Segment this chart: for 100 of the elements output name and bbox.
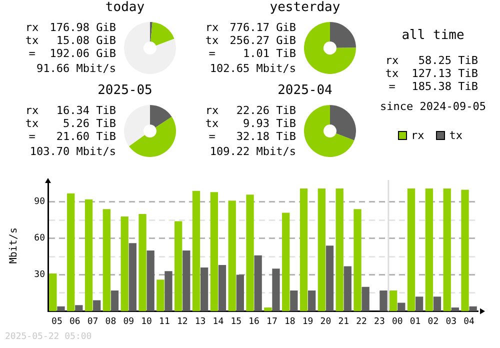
bar [318,188,326,312]
text: 102.65 Mbit/s [208,62,296,76]
x-tick-label: 13 [194,316,206,327]
legend-label: rx [411,129,424,142]
x-tick-label: 08 [105,316,116,327]
bar [264,308,272,312]
text: 109.22 Mbit/s [208,145,296,159]
legend-label: tx [449,129,462,142]
bar [92,300,101,312]
text: = 1.01 TiB [208,47,296,60]
bar [469,306,477,312]
x-tick-label: 01 [410,316,421,327]
x-tick-label: 02 [428,316,439,327]
bar [156,280,164,312]
bar [67,193,75,312]
y-tick-label: 30 [34,270,45,280]
bar [254,255,262,312]
text: tx 256.27 GiB [204,34,296,47]
bar [49,274,57,312]
bar [282,212,290,312]
text: tx 9.93 TiB [205,117,296,130]
text: all time [400,28,466,45]
bar [433,296,442,312]
bar [174,221,182,312]
x-tick-label: 10 [141,316,152,327]
bar [443,188,451,312]
x-tick-label: 17 [266,316,278,327]
text: rx 176.98 GiB [24,21,116,34]
bar [272,268,280,312]
bar [362,286,370,312]
bar [246,194,254,312]
bar [228,200,236,312]
chart-title: today [104,0,146,15]
chart-title: yesterday [268,0,342,15]
x-tick-label: 16 [248,316,260,327]
bar [290,290,298,312]
chart-title: 2025-05 [96,83,154,98]
bar [57,306,65,312]
bar [344,266,352,312]
x-tick-label: 12 [176,316,188,327]
bar [200,267,208,312]
x-tick-label: 09 [123,316,134,327]
x-tick-label: 06 [69,316,80,327]
y-axis-title: Mbit/s [8,228,20,264]
bar [102,209,111,312]
bar [451,308,459,312]
text: 91.66 Mbit/s [36,62,116,76]
x-tick-label: 19 [302,316,314,327]
x-tick-label: 04 [464,316,474,327]
text: rx 58.25 TiB [385,54,478,67]
bar [407,188,416,312]
text: = 32.18 TiB [208,130,296,143]
bar [128,243,136,312]
x-tick-label: 23 [374,316,385,327]
bar [110,290,119,312]
x-tick-label: 07 [87,316,98,327]
bar [75,305,83,312]
bar [380,290,388,312]
x-tick-label: 18 [284,316,296,327]
bar [210,192,218,312]
text: = 192.06 GiB [28,47,116,60]
bar [300,188,308,312]
bar [415,296,424,312]
bar [390,290,398,312]
bar [182,250,190,312]
text: rx 22.26 TiB [205,104,296,117]
bar [138,214,146,312]
bar [218,265,226,312]
text: rx 776.17 GiB [204,21,296,34]
text: rx 16.34 TiB [25,104,116,117]
text: 103.70 Mbit/s [28,145,116,159]
x-tick-label: 00 [392,316,403,327]
x-tick-label: 14 [212,316,224,327]
bar [336,188,344,312]
bar [308,290,316,312]
bar [326,246,334,312]
x-tick-label: 15 [230,316,242,327]
bar [461,190,469,312]
text: = 21.60 TiB [28,130,116,143]
bar [425,188,434,312]
x-tick-label: 05 [52,316,62,327]
x-tick-label: 22 [356,316,367,327]
bar [84,199,93,312]
y-tick-label: 60 [34,234,45,244]
bar [164,271,172,312]
bar [192,190,200,312]
text: = 185.38 TiB [388,80,478,93]
bar [398,302,406,312]
bar [354,209,362,312]
text: tx 5.26 TiB [25,117,116,130]
bar [146,250,154,312]
chart-title: 2025-04 [276,83,334,98]
text: since 2024-09-05 [379,100,487,113]
y-tick-label: 90 [34,197,45,208]
text: tx 15.08 GiB [25,34,116,47]
text: tx 127.13 TiB [384,67,478,80]
x-tick-label: 03 [446,316,457,327]
bar [236,274,244,312]
bar [120,216,128,312]
x-tick-label: 11 [159,316,170,327]
